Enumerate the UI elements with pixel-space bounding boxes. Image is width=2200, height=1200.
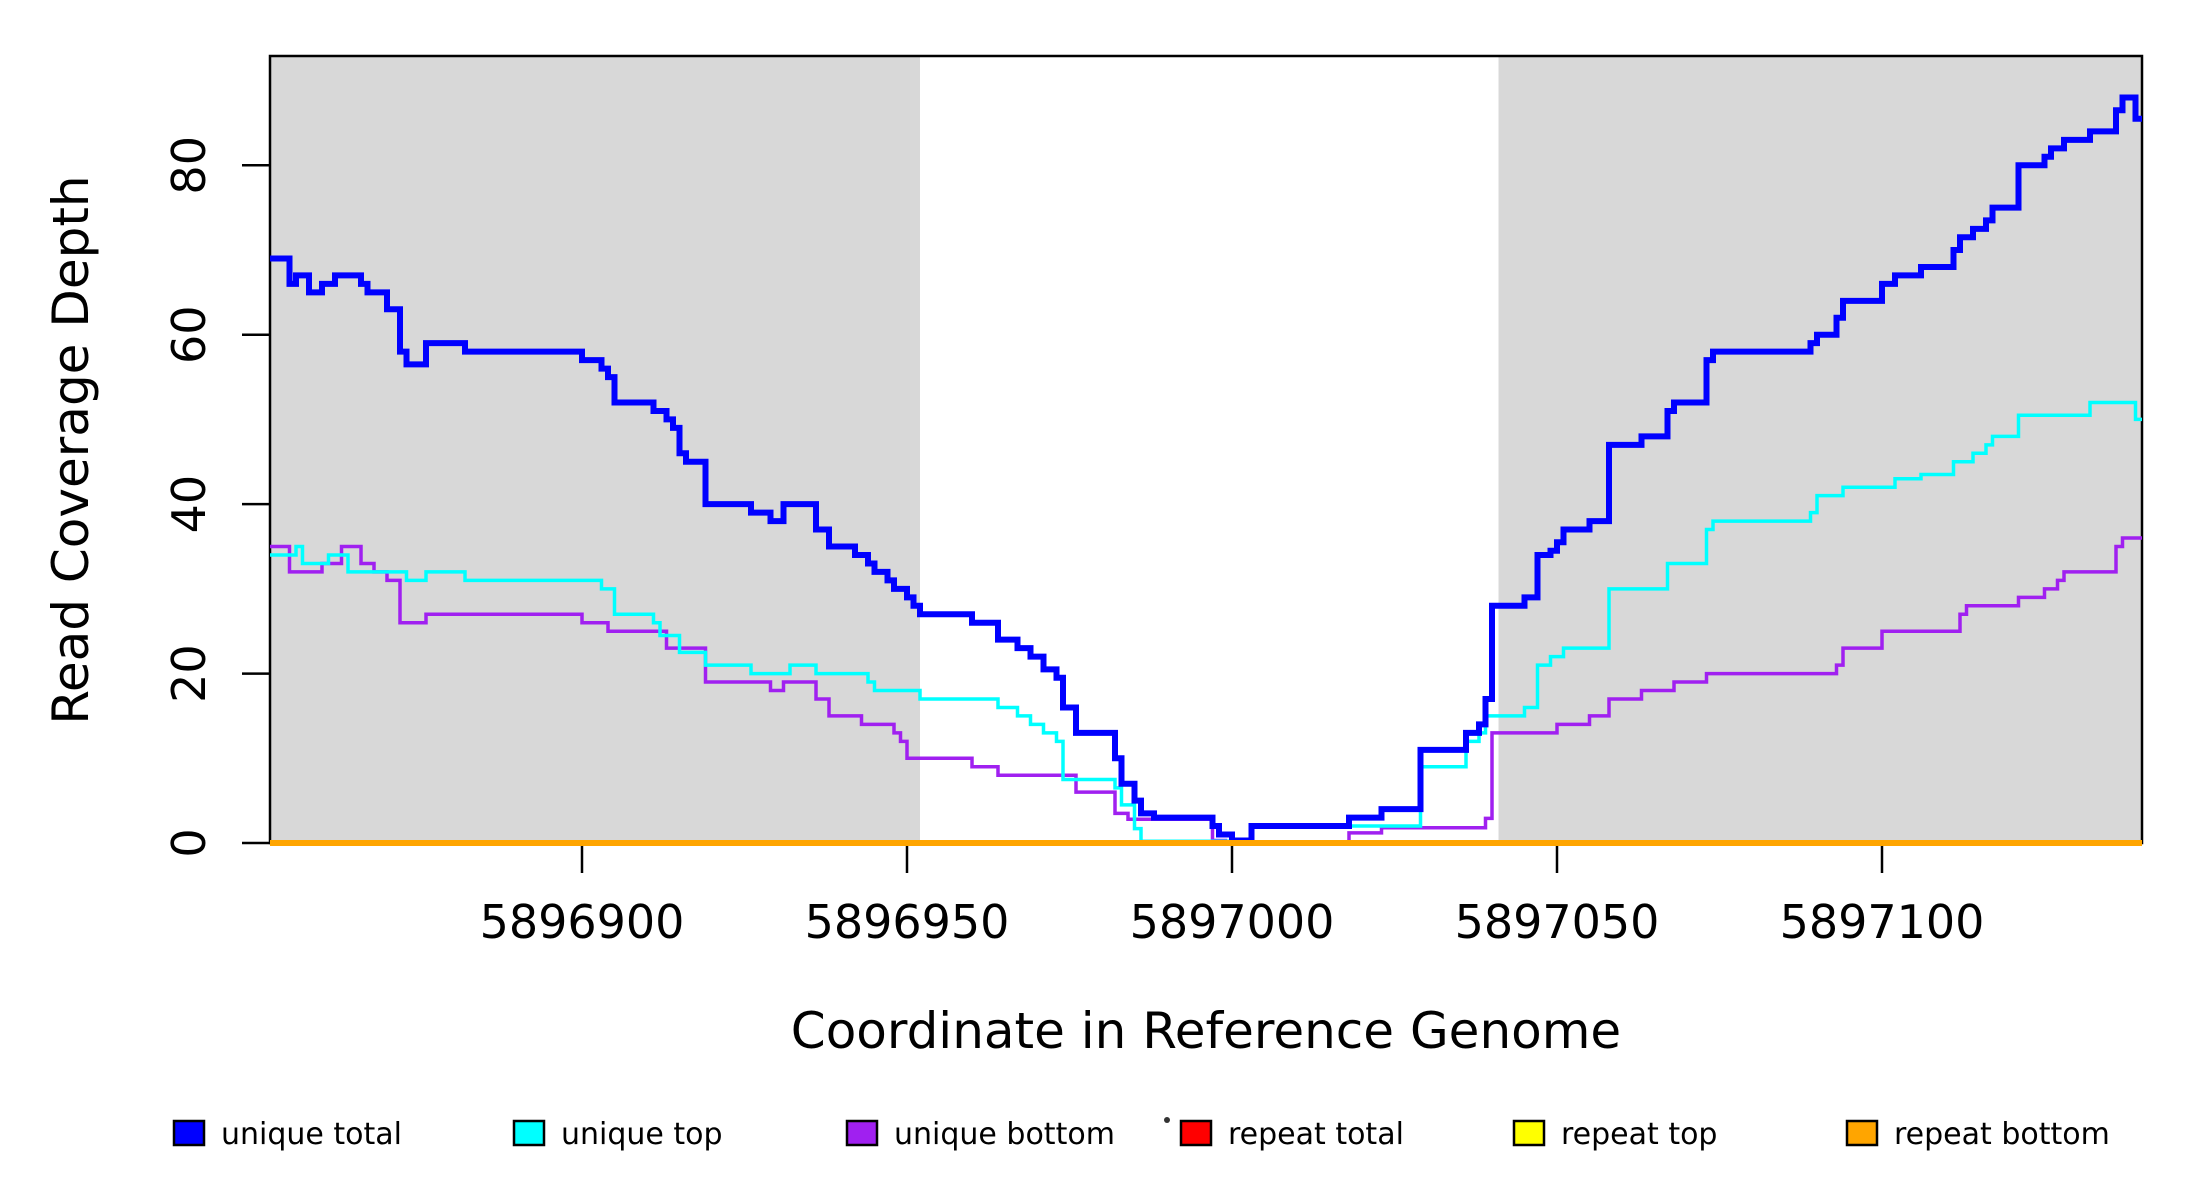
legend-swatch-repeat-top [1512, 1119, 1546, 1147]
series-line-unique-total [270, 94, 2142, 844]
y-tick-label: 80 [162, 136, 216, 195]
legend: unique total unique top unique bottom repea… [172, 1117, 2110, 1152]
y-axis: 0 20 40 60 80 [162, 136, 270, 858]
legend-label: unique top [561, 1117, 723, 1152]
series-lines [270, 94, 2142, 846]
legend-label: repeat top [1561, 1117, 1717, 1152]
y-tick-label: 40 [162, 475, 216, 534]
series-line-unique-bottom [270, 536, 2142, 844]
legend-label: unique total [221, 1117, 402, 1152]
legend-swatch-unique-top [512, 1119, 546, 1147]
x-tick-label: 5896950 [805, 895, 1010, 949]
legend-swatch-repeat-bottom [1845, 1119, 1879, 1147]
y-tick-label: 0 [162, 828, 216, 857]
y-tick-label: 60 [162, 305, 216, 364]
legend-item-repeat-total: repeat total [1179, 1117, 1404, 1152]
shaded-repeat-bands [270, 56, 2142, 843]
x-tick-label: 5897100 [1780, 895, 1985, 949]
legend-label: repeat bottom [1894, 1117, 2110, 1152]
legend-item-unique-total: unique total [172, 1117, 402, 1152]
y-tick-label: 20 [162, 644, 216, 703]
legend-item-unique-bottom: unique bottom [845, 1117, 1115, 1152]
legend-item-unique-top: unique top [512, 1117, 723, 1152]
stray-dot [1164, 1117, 1170, 1123]
x-axis: 5896900 5896950 5897000 5897050 5897100 [480, 843, 1985, 949]
legend-swatch-unique-bottom [845, 1119, 879, 1147]
legend-item-repeat-top: repeat top [1512, 1117, 1717, 1152]
x-tick-label: 5897000 [1130, 895, 1335, 949]
y-axis-title: Read Coverage Depth [42, 175, 100, 724]
x-axis-title: Coordinate in Reference Genome [791, 1002, 1621, 1060]
legend-label: repeat total [1228, 1117, 1404, 1152]
x-tick-label: 5897050 [1455, 895, 1660, 949]
legend-swatch-unique-total [172, 1119, 206, 1147]
series-line-unique-top [270, 400, 2142, 844]
legend-label: unique bottom [894, 1117, 1115, 1152]
repeat-region-band-2 [1498, 56, 2142, 843]
x-tick-label: 5896900 [480, 895, 685, 949]
legend-swatch-repeat-total [1179, 1119, 1213, 1147]
repeat-region-band-1 [270, 56, 920, 843]
legend-item-repeat-bottom: repeat bottom [1845, 1117, 2110, 1152]
